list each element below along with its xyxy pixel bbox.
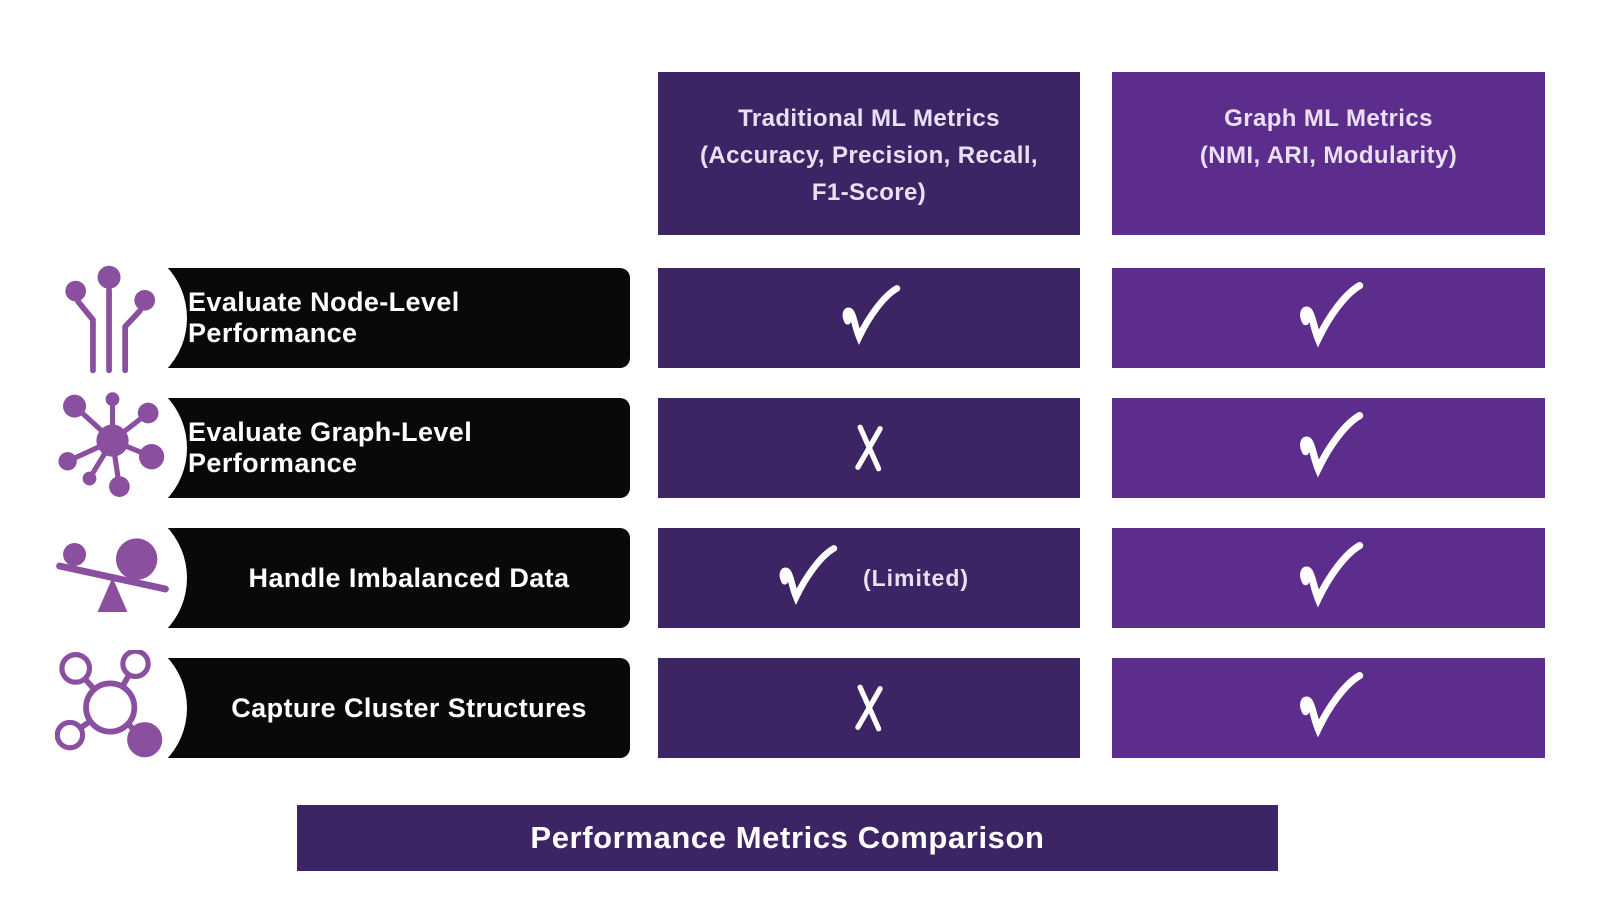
cluster-icon [55,650,163,758]
row-label-text: Handle Imbalanced Data [248,562,570,593]
check-icon [1299,412,1363,478]
column-header-graph: Graph ML Metrics (NMI, ARI, Modularity) [1112,72,1545,235]
column-header-line: Traditional ML Metrics [738,105,1000,132]
check-icon [779,545,838,605]
row-label-text: Evaluate Node-Level Performance [188,287,460,348]
footer-title: Performance Metrics Comparison [530,820,1045,855]
column-header-line: (Accuracy, Precision, Recall, [700,142,1038,169]
cell-graph-graph-level [1112,398,1545,498]
x-icon [855,424,883,472]
check-icon [1299,672,1363,738]
imbalanced-scale-icon [56,538,169,612]
row-label-text: Capture Cluster Structures [231,692,587,723]
footer-title-banner: Performance Metrics Comparison [297,805,1278,871]
cell-graph-imbalanced [1112,528,1545,628]
cell-traditional-imbalanced: (Limited) [658,528,1080,628]
check-icon [1299,282,1363,348]
check-icon [842,285,901,345]
column-header-line: F1-Score) [811,179,927,206]
cell-traditional-cluster [658,658,1080,758]
cell-traditional-node-level [658,268,1080,368]
row-label-graph-level: Evaluate Graph-Level Performance [100,398,630,498]
check-icon [1299,542,1363,608]
column-header-traditional: Traditional ML Metrics (Accuracy, Precis… [658,72,1080,235]
cell-note: (Limited) [862,564,970,591]
row-label-imbalanced-data: Handle Imbalanced Data [100,528,630,628]
column-header-line: (NMI, ARI, Modularity) [1199,142,1458,169]
column-header-line: Graph ML Metrics [1224,105,1433,132]
x-icon [855,684,883,732]
row-label-text: Evaluate Graph-Level Performance [188,417,473,478]
network-hub-icon [58,392,165,497]
row-label-cluster-structures: Capture Cluster Structures [100,658,630,758]
node-pins-icon [65,265,156,374]
cell-traditional-graph-level [658,398,1080,498]
cell-graph-cluster [1112,658,1545,758]
cell-graph-node-level [1112,268,1545,368]
row-label-node-level: Evaluate Node-Level Performance [100,268,630,368]
